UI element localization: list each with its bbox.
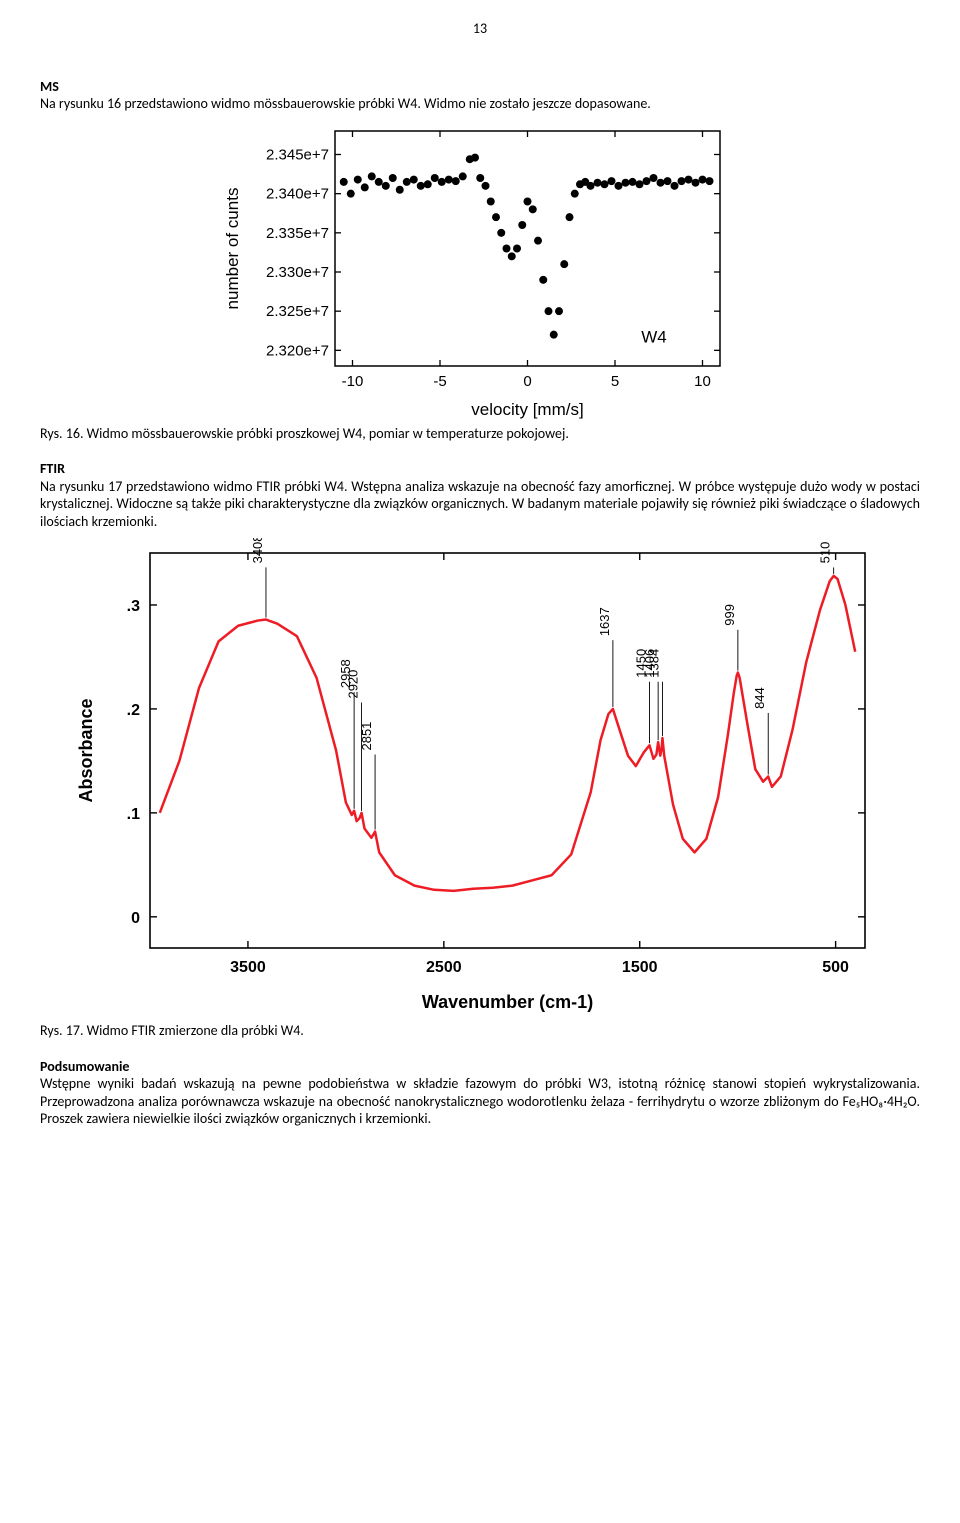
ms-heading: MS xyxy=(40,78,920,96)
svg-text:2851: 2851 xyxy=(359,722,374,751)
svg-text:2.325e+7: 2.325e+7 xyxy=(266,303,329,320)
svg-text:0: 0 xyxy=(131,910,140,927)
svg-text:2.340e+7: 2.340e+7 xyxy=(266,185,329,202)
svg-text:W4: W4 xyxy=(641,327,667,346)
figure-17: 0 .1 .2 .3 3500 2500 1500 500 Wavenumber (cm-1) A… xyxy=(70,538,890,1018)
svg-text:.1: .1 xyxy=(127,806,140,823)
svg-text:510: 510 xyxy=(818,542,833,564)
ms-paragraph: Na rysunku 16 przedstawiono widmo mössba… xyxy=(40,95,920,113)
svg-text:Absorbance: Absorbance xyxy=(76,698,96,802)
svg-text:2920: 2920 xyxy=(346,670,361,699)
svg-text:1637: 1637 xyxy=(597,607,612,636)
summary-paragraph: Wstępne wyniki badań wskazują na pewne p… xyxy=(40,1075,920,1128)
svg-text:1384: 1384 xyxy=(646,649,661,678)
svg-text:10: 10 xyxy=(694,373,711,390)
figure-16-caption: Rys. 16. Widmo mössbauerowskie próbki pr… xyxy=(40,425,920,443)
svg-text:844: 844 xyxy=(752,687,767,709)
svg-text:.2: .2 xyxy=(127,702,140,719)
svg-text:-10: -10 xyxy=(342,373,364,390)
svg-text:2.320e+7: 2.320e+7 xyxy=(266,342,329,359)
ftir-paragraph: Na rysunku 17 przedstawiono widmo FTIR p… xyxy=(40,478,920,531)
svg-text:0: 0 xyxy=(523,373,531,390)
svg-text:velocity [mm/s]: velocity [mm/s] xyxy=(471,400,583,419)
svg-text:5: 5 xyxy=(611,373,619,390)
svg-text:Wavenumber (cm-1): Wavenumber (cm-1) xyxy=(422,992,593,1012)
ftir-heading: FTIR xyxy=(40,460,920,478)
svg-text:3408: 3408 xyxy=(250,538,265,563)
svg-text:.3: .3 xyxy=(127,598,140,615)
svg-text:500: 500 xyxy=(822,959,849,976)
svg-text:2500: 2500 xyxy=(426,959,462,976)
svg-text:999: 999 xyxy=(722,604,737,626)
figure-16: 2.320e+7 2.325e+7 2.330e+7 2.335e+7 2.340e+7… xyxy=(220,121,740,421)
svg-text:2.330e+7: 2.330e+7 xyxy=(266,264,329,281)
svg-text:-5: -5 xyxy=(433,373,446,390)
svg-text:2.345e+7: 2.345e+7 xyxy=(266,146,329,163)
svg-text:1500: 1500 xyxy=(622,959,658,976)
page-number: 13 xyxy=(40,20,920,38)
svg-text:2.335e+7: 2.335e+7 xyxy=(266,224,329,241)
svg-text:number of cunts: number of cunts xyxy=(223,187,242,309)
summary-heading: Podsumowanie xyxy=(40,1058,920,1076)
svg-text:3500: 3500 xyxy=(230,959,266,976)
figure-17-caption: Rys. 17. Widmo FTIR zmierzone dla próbki… xyxy=(40,1022,920,1040)
